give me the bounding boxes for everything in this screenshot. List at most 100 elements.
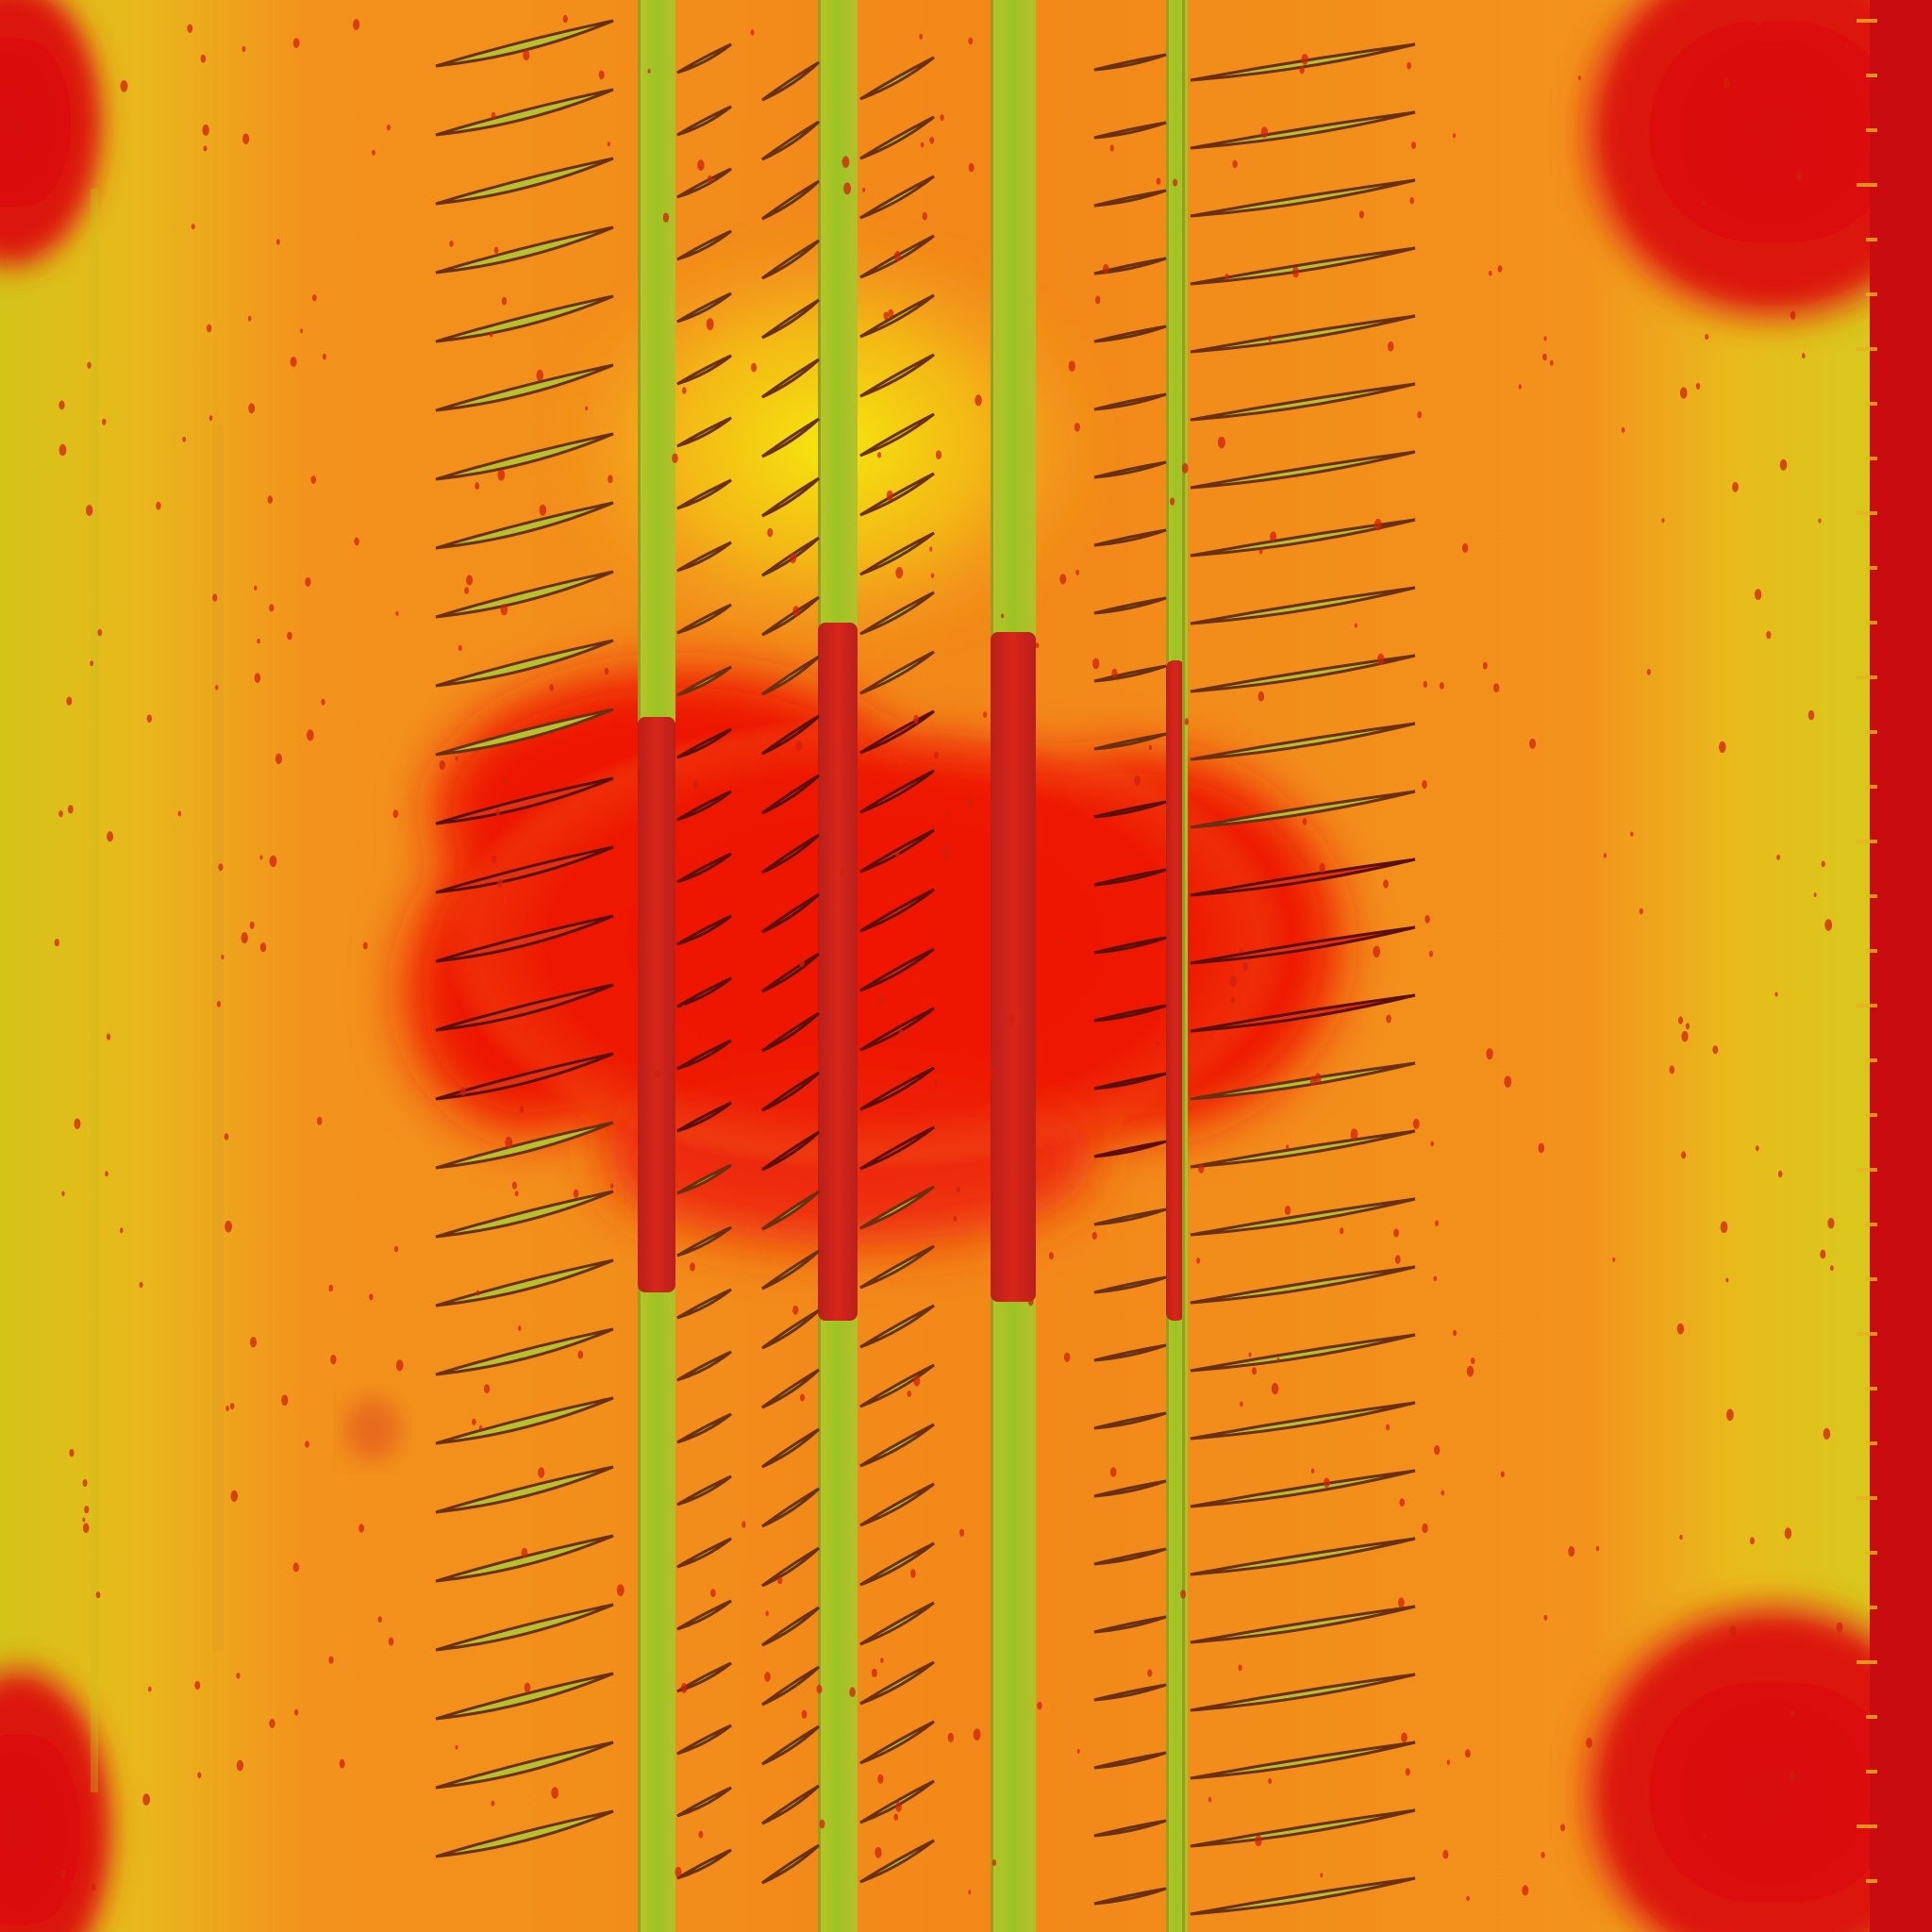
sipe-d-28 — [859, 1720, 935, 1765]
sipe-c-13 — [761, 833, 821, 874]
sipe-a-26 — [435, 1809, 614, 1858]
speckle — [1821, 860, 1825, 868]
speckle — [841, 156, 850, 168]
speckle — [505, 1136, 513, 1149]
speckle — [750, 29, 755, 36]
speckle — [259, 855, 263, 860]
speckle — [690, 1262, 695, 1272]
speckle — [1681, 1030, 1689, 1042]
speckle — [84, 1506, 90, 1514]
sipe-d-23 — [859, 1423, 935, 1468]
speckle — [191, 224, 195, 230]
speckle — [82, 1517, 86, 1523]
speckle — [751, 362, 758, 373]
sipe-e-7 — [1190, 518, 1416, 558]
speckle — [967, 797, 974, 808]
speckle — [1465, 1749, 1471, 1758]
sipe-a-22 — [435, 1534, 614, 1583]
speckle — [1493, 683, 1500, 692]
speckle — [1424, 915, 1430, 924]
speckle — [1037, 1701, 1042, 1710]
speckle — [491, 855, 497, 864]
speckle — [225, 1406, 230, 1411]
speckle — [953, 1215, 958, 1222]
speckle — [484, 1384, 491, 1393]
speckle — [604, 668, 609, 675]
speckle — [1790, 1709, 1794, 1717]
speckle — [883, 311, 889, 321]
sipe-d-30 — [859, 1839, 935, 1884]
speckle — [680, 1683, 688, 1693]
sipe-a-3 — [435, 225, 614, 275]
speckle — [1301, 54, 1308, 65]
sipe-f-8 — [1093, 596, 1167, 615]
speckle — [1754, 589, 1762, 601]
speckle — [290, 357, 297, 368]
sipe-f-25 — [1093, 1751, 1167, 1770]
sipe-e-1 — [1190, 110, 1416, 150]
groove-hot-2 — [818, 623, 858, 1321]
sipe-e-13 — [1190, 925, 1416, 965]
sipe-f-15 — [1093, 1072, 1167, 1091]
edge-tick — [1866, 1277, 1877, 1281]
sipe-e-9 — [1190, 654, 1416, 693]
sipe-d-0 — [859, 56, 935, 101]
speckle — [1255, 1835, 1262, 1847]
speckle — [1776, 854, 1780, 860]
speckle — [1820, 1249, 1826, 1259]
sipe-b-26 — [676, 1661, 732, 1693]
edge-tick — [1866, 1551, 1877, 1555]
speckle — [1258, 548, 1263, 555]
sipe-a-0 — [435, 19, 614, 68]
sipe-a-24 — [435, 1672, 614, 1721]
edge-tick — [1866, 457, 1877, 460]
speckle — [521, 1547, 528, 1558]
speckle — [493, 246, 499, 254]
speckle — [1027, 1297, 1034, 1307]
speckle — [187, 24, 193, 33]
speckle — [1568, 1546, 1575, 1557]
speckle — [294, 1708, 299, 1716]
speckle — [968, 162, 974, 173]
speckle — [1518, 384, 1523, 390]
speckle — [478, 1424, 483, 1431]
speckle — [393, 1245, 399, 1253]
speckle — [1705, 334, 1709, 341]
speckle — [328, 1656, 334, 1664]
speckle — [139, 1281, 143, 1289]
speckle — [1208, 1796, 1212, 1803]
speckle — [1500, 1471, 1505, 1478]
speckle — [877, 1774, 884, 1784]
speckle — [1446, 1759, 1451, 1765]
speckle — [310, 475, 317, 484]
edge-tick — [1857, 1496, 1877, 1500]
sipe-a-2 — [435, 157, 614, 206]
speckle — [1661, 518, 1665, 524]
sipe-d-25 — [859, 1541, 935, 1587]
edge-tick — [1866, 1058, 1877, 1062]
speckle — [242, 45, 246, 53]
speckle — [798, 958, 806, 968]
speckle — [362, 941, 368, 950]
sipe-c-12 — [761, 774, 821, 815]
speckle — [269, 604, 275, 612]
speckle — [1156, 1041, 1159, 1046]
edge-tick — [1866, 128, 1877, 132]
groove-hot-3 — [991, 632, 1036, 1302]
speckle — [61, 1191, 65, 1197]
speckle — [1621, 426, 1625, 433]
speckle — [1466, 1895, 1470, 1902]
speckle — [1268, 1777, 1273, 1785]
edge-tick — [1857, 183, 1877, 187]
speckle — [585, 406, 589, 411]
speckle — [1453, 1329, 1457, 1337]
sipe-b-27 — [676, 1724, 732, 1756]
speckle — [386, 125, 391, 131]
sipe-b-12 — [676, 790, 732, 822]
speckle — [339, 1758, 345, 1769]
hot-corner-bottom-right — [1566, 1585, 1932, 1932]
sipe-a-6 — [435, 432, 614, 481]
speckle — [898, 1029, 905, 1040]
speckle — [1749, 1537, 1755, 1545]
speckle — [697, 159, 705, 172]
